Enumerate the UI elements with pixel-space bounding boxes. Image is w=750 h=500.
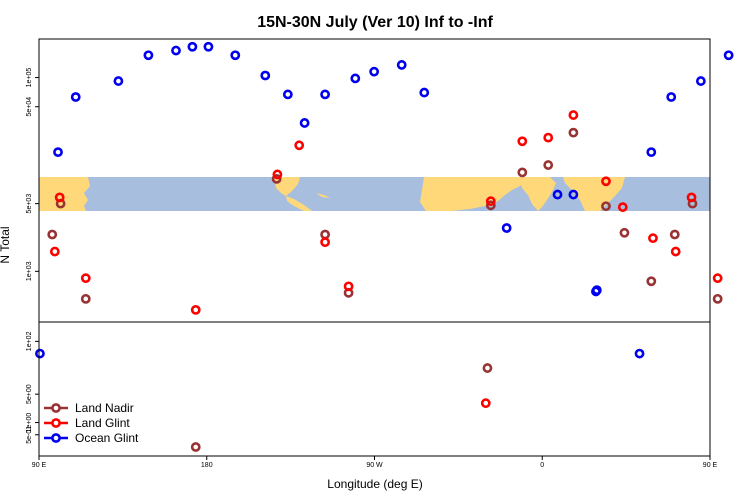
y-tick-label: 5e+03	[26, 194, 33, 214]
data-point	[80, 293, 91, 304]
data-points	[35, 41, 734, 452]
data-point	[543, 160, 554, 170]
map-land-india	[520, 177, 556, 211]
x-tick-label: 90 E	[703, 462, 718, 469]
data-point	[568, 110, 579, 120]
data-point	[712, 293, 723, 304]
data-point	[723, 50, 734, 61]
data-point	[396, 60, 407, 70]
series-land-nadir	[47, 127, 723, 452]
data-point	[70, 92, 81, 102]
x-tick-label: 180	[201, 462, 213, 469]
data-point	[666, 92, 677, 102]
legend-marker	[51, 418, 61, 428]
map-land-cuba	[316, 193, 330, 198]
map-land-africa-arabia	[420, 177, 522, 211]
data-point	[320, 89, 331, 100]
map-land-east-asia	[563, 177, 625, 211]
data-point	[485, 196, 496, 207]
map-land-asia-west	[39, 177, 90, 211]
data-point	[601, 176, 611, 187]
y-tick-label: 5e-01	[26, 426, 33, 444]
data-point	[294, 140, 305, 151]
legend-label: Ocean Glint	[75, 431, 139, 445]
data-point	[320, 229, 331, 240]
data-point	[350, 73, 361, 84]
data-point	[591, 286, 601, 297]
data-point	[517, 167, 528, 178]
data-point	[320, 237, 331, 248]
series-land-glint	[49, 110, 723, 409]
data-point	[190, 304, 201, 315]
data-point	[343, 281, 354, 292]
data-point	[260, 70, 271, 81]
data-point	[203, 41, 214, 52]
chart-title: 15N-30N July (Ver 10) Inf to -Inf	[257, 14, 493, 31]
y-tick-label: 1e+02	[26, 331, 33, 351]
y-tick-label: 1e+03	[26, 261, 33, 281]
data-point	[543, 132, 554, 143]
data-point	[299, 118, 310, 128]
data-point	[143, 50, 154, 61]
legend-marker	[51, 403, 61, 413]
series-ocean-glint	[35, 41, 734, 359]
legend-entry: Land Nadir	[44, 401, 134, 415]
data-point	[552, 189, 563, 200]
data-point	[686, 192, 697, 203]
plot-frame	[38, 38, 711, 457]
data-point	[113, 76, 124, 86]
data-point	[419, 87, 430, 98]
legend-entry: Land Glint	[44, 416, 130, 430]
data-point	[190, 442, 201, 452]
legend-label: Land Nadir	[75, 401, 134, 415]
data-point	[480, 398, 491, 409]
legend-entry: Ocean Glint	[44, 431, 139, 445]
data-point	[646, 276, 657, 287]
y-tick-label: 1e+00	[26, 413, 33, 433]
data-point	[272, 169, 283, 180]
x-tick-label: 90 E	[32, 462, 47, 469]
data-point	[485, 200, 496, 211]
x-axis-label: Longitude (deg E)	[327, 477, 422, 491]
x-tick-label: 90 W	[366, 462, 383, 469]
data-point	[187, 41, 198, 52]
y-axis-label: N Total	[0, 226, 12, 263]
legend-label: Land Glint	[75, 416, 130, 430]
data-point	[482, 363, 493, 373]
data-point	[670, 246, 681, 257]
data-point	[501, 223, 512, 233]
data-point	[669, 229, 680, 240]
data-point	[568, 189, 579, 200]
y-tick-label: 1e+05	[26, 68, 33, 88]
y-tick-label: 5e+00	[26, 384, 33, 404]
data-point	[47, 229, 58, 240]
data-point	[517, 136, 528, 147]
data-point	[601, 201, 611, 212]
data-point	[230, 50, 241, 61]
data-point	[171, 45, 181, 56]
data-point	[49, 246, 60, 257]
data-point	[712, 273, 723, 284]
data-point	[646, 147, 657, 158]
data-point	[634, 348, 645, 359]
data-point	[619, 227, 630, 238]
data-point	[80, 273, 91, 284]
data-point	[282, 89, 293, 100]
data-point	[695, 76, 706, 86]
data-point	[35, 348, 45, 359]
legend-marker	[51, 433, 61, 443]
map-land-north-america-south	[286, 196, 312, 211]
data-point	[54, 192, 65, 203]
axis-ticks: 90 E 180 90 W 0 90 E 1e+03 5e+03 5e+04 1e+05 5e-0…	[26, 68, 718, 469]
data-point	[568, 127, 579, 138]
data-point	[648, 233, 658, 244]
data-point	[369, 66, 380, 77]
data-point	[271, 173, 282, 184]
data-point	[53, 147, 63, 158]
data-point	[617, 202, 628, 213]
y-tick-label: 5e+04	[26, 97, 33, 117]
x-tick-label: 0	[540, 462, 544, 469]
